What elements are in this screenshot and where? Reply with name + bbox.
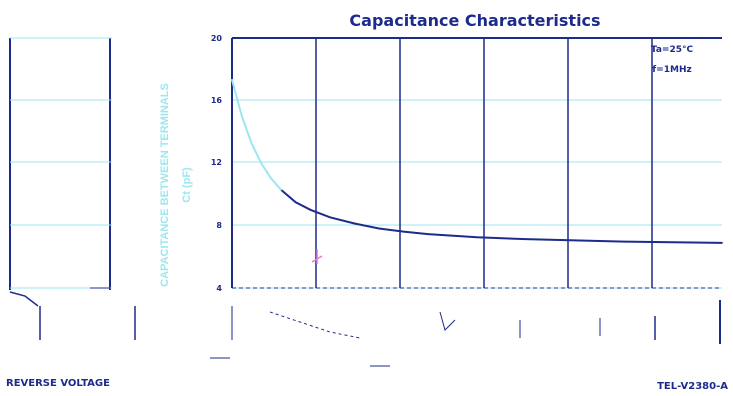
y-axis-label: CAPACITANCE BETWEEN TERMINALS Ct (pF) [159,83,193,287]
data-point [525,238,527,241]
condition-frequency: f=1MHz [652,65,691,75]
chart-title: Capacitance Characteristics [349,11,600,30]
data-point [353,222,356,225]
y-axis-label-line2: Ct (pF) [181,167,193,203]
data-point [574,239,576,242]
capacitance-curve-dark [280,189,723,244]
capacitance-curve-light [231,79,282,191]
data-point [402,230,405,233]
y-tick-label: 4 [216,284,222,293]
data-point [623,240,625,243]
data-point [309,208,312,211]
footer-right-label: TEL-V2380-A [657,381,728,392]
plot-area: 20 16 12 8 4 [211,34,723,293]
plot-frame [231,37,722,289]
left-partial-panel [9,37,112,307]
footer-left-label: REVERSE VOLTAGE [6,378,110,389]
data-point [250,142,253,145]
data-point [721,241,723,244]
data-point [329,216,331,219]
data-point [672,241,674,244]
data-point [294,201,297,204]
data-points [231,78,723,244]
y-axis-label-line1: CAPACITANCE BETWEEN TERMINALS [159,83,171,287]
grid-lines [232,37,722,289]
data-point [260,162,263,165]
test-conditions: Ta=25°C f=1MHz [651,45,694,75]
lower-axis-fragments [39,300,721,367]
condition-temperature: Ta=25°C [651,45,694,55]
y-tick-label: 12 [211,158,222,167]
y-tick-label: 8 [216,221,222,230]
data-point [378,227,380,230]
y-tick-label: 20 [211,34,223,43]
data-point [476,236,478,239]
data-point [280,188,282,191]
y-tick-labels: 20 16 12 8 4 [211,34,223,293]
marker-glyph [311,249,323,264]
data-point [427,233,429,236]
data-point [240,115,243,117]
y-tick-label: 16 [211,96,223,105]
data-point [270,177,273,180]
data-point [231,78,233,81]
